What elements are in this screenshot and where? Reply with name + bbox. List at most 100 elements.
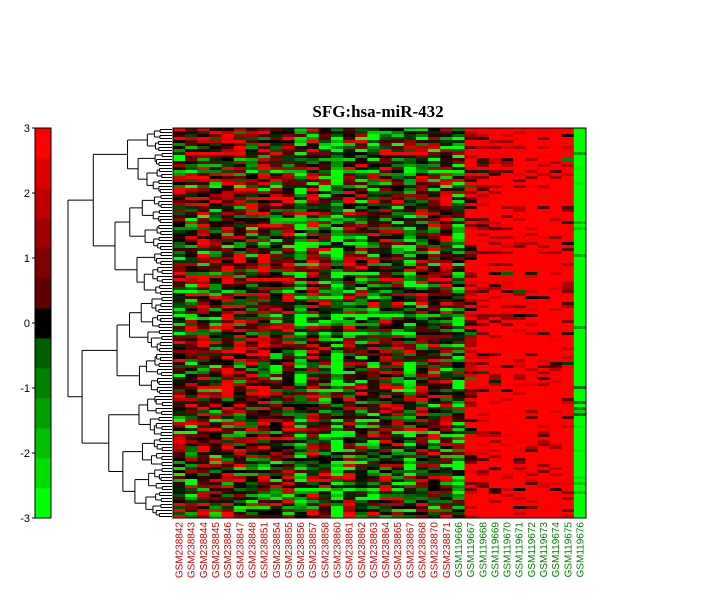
heatmap-cell — [233, 434, 247, 438]
heatmap-cell — [415, 461, 429, 465]
heatmap-cell — [173, 446, 186, 450]
heatmap-cell — [513, 464, 526, 468]
heatmap-cell — [476, 437, 490, 441]
heatmap-cell — [415, 350, 429, 354]
heatmap-cell — [428, 263, 441, 267]
heatmap-cell — [488, 416, 502, 420]
heatmap-cell — [221, 335, 235, 339]
heatmap-cell — [561, 437, 575, 441]
heatmap-cell — [488, 194, 502, 198]
heatmap-cell — [185, 161, 198, 165]
heatmap-cell — [561, 158, 575, 162]
heatmap-cell — [221, 434, 235, 438]
heatmap-cell — [537, 257, 551, 261]
heatmap-cell — [258, 248, 271, 252]
heatmap-cell — [537, 191, 551, 195]
heatmap-cell — [282, 491, 295, 495]
heatmap-cell — [367, 296, 380, 300]
heatmap-cell — [318, 131, 332, 135]
heatmap-cell — [537, 458, 551, 462]
heatmap-cell — [245, 209, 259, 213]
heatmap-cell — [185, 302, 198, 306]
heatmap-cell — [428, 221, 441, 225]
heatmap-cell — [452, 449, 466, 453]
heatmap-cell — [173, 392, 186, 396]
heatmap-cell — [270, 455, 283, 459]
heatmap-cell — [282, 176, 295, 180]
heatmap-cell — [270, 515, 283, 519]
heatmap-cell — [379, 308, 393, 312]
heatmap-cell — [428, 446, 441, 450]
heatmap-cell — [464, 197, 478, 201]
heatmap-cell — [343, 158, 356, 162]
heatmap-cell — [294, 410, 308, 414]
heatmap-cell — [525, 143, 538, 147]
heatmap-cell — [452, 173, 466, 177]
heatmap-cell — [197, 479, 210, 483]
heatmap-cell — [294, 275, 308, 279]
heatmap-cell — [318, 161, 332, 165]
heatmap-cell — [245, 167, 259, 171]
heatmap-cell — [537, 503, 551, 507]
heatmap-cell — [488, 242, 502, 246]
heatmap-cell — [549, 488, 563, 492]
heatmap-cell — [355, 470, 368, 474]
heatmap-cell — [549, 209, 563, 213]
heatmap-cell — [294, 329, 308, 333]
heatmap-cell — [270, 362, 283, 366]
heatmap-cell — [270, 503, 283, 507]
heatmap-cell — [476, 497, 490, 501]
heatmap-cell — [440, 509, 453, 513]
heatmap-cell — [367, 305, 380, 309]
heatmap-cell — [282, 254, 295, 258]
heatmap-cell — [282, 368, 295, 372]
heatmap-cell — [561, 200, 575, 204]
heatmap-cell — [415, 419, 429, 423]
column-label: GSM238844 — [199, 522, 210, 579]
heatmap-cell — [245, 443, 259, 447]
heatmap-cell — [537, 467, 551, 471]
heatmap-cell — [428, 452, 441, 456]
heatmap-cell — [355, 197, 368, 201]
heatmap-cell — [391, 401, 405, 405]
heatmap-cell — [173, 362, 186, 366]
heatmap-cell — [282, 269, 295, 273]
heatmap-cell — [488, 488, 502, 492]
heatmap-cell — [391, 449, 405, 453]
heatmap-cell — [549, 221, 563, 225]
heatmap-cell — [513, 302, 526, 306]
heatmap-cell — [415, 308, 429, 312]
heatmap-cell — [500, 491, 514, 495]
heatmap-cell — [525, 215, 538, 219]
heatmap-cell — [379, 209, 393, 213]
heatmap-cell — [294, 383, 308, 387]
heatmap-cell — [294, 365, 308, 369]
heatmap-cell — [343, 500, 356, 504]
heatmap-cell — [488, 299, 502, 303]
heatmap-cell — [318, 260, 332, 264]
heatmap-cell — [428, 161, 441, 165]
heatmap-cell — [488, 437, 502, 441]
heatmap-cell — [318, 272, 332, 276]
heatmap-cell — [525, 455, 538, 459]
heatmap-cell — [537, 488, 551, 492]
heatmap-cell — [282, 182, 295, 186]
heatmap-cell — [185, 401, 198, 405]
heatmap-cell — [209, 185, 223, 189]
heatmap-cell — [379, 161, 393, 165]
heatmap-cell — [209, 428, 223, 432]
heatmap-cell — [330, 314, 344, 318]
heatmap-cell — [476, 428, 490, 432]
heatmap-cell — [537, 152, 551, 156]
heatmap-cell — [379, 215, 393, 219]
heatmap-cell — [173, 158, 186, 162]
heatmap-cell — [294, 311, 308, 315]
heatmap-cell — [561, 143, 575, 147]
heatmap-cell — [343, 401, 356, 405]
heatmap-cell — [476, 188, 490, 192]
heatmap-cell — [185, 431, 198, 435]
heatmap-cell — [270, 134, 283, 138]
heatmap-cell — [270, 197, 283, 201]
heatmap-cell — [282, 383, 295, 387]
heatmap-cell — [525, 320, 538, 324]
